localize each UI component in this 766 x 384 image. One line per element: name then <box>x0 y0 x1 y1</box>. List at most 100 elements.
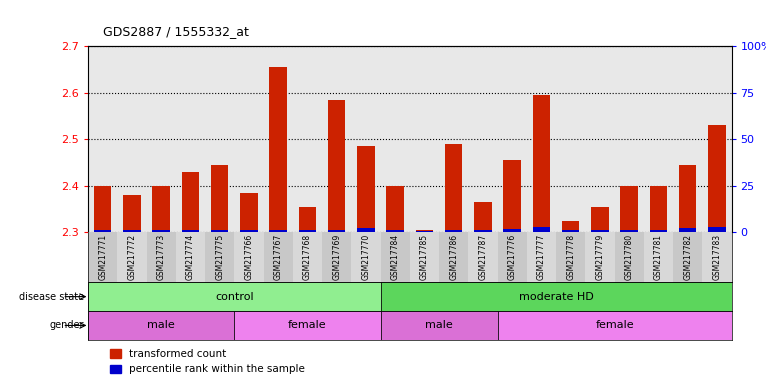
Text: GSM217774: GSM217774 <box>186 234 195 280</box>
Bar <box>381 282 732 311</box>
Bar <box>591 207 609 232</box>
Text: GSM217777: GSM217777 <box>537 234 546 280</box>
Text: GSM217768: GSM217768 <box>303 234 312 280</box>
Text: control: control <box>215 291 254 302</box>
Text: GSM217767: GSM217767 <box>273 234 283 280</box>
Bar <box>556 232 585 282</box>
Bar <box>585 232 614 282</box>
Bar <box>182 230 199 232</box>
Text: GSM217783: GSM217783 <box>712 234 722 280</box>
Bar <box>532 95 550 232</box>
Bar <box>123 230 141 232</box>
Bar <box>679 165 696 232</box>
Text: GSM217769: GSM217769 <box>332 234 341 280</box>
Bar <box>88 311 234 340</box>
Bar <box>270 67 287 232</box>
Bar <box>88 232 117 282</box>
Bar <box>410 232 439 282</box>
Bar <box>503 160 521 232</box>
Bar <box>117 232 146 282</box>
Bar <box>679 228 696 232</box>
Text: GSM217784: GSM217784 <box>391 234 400 280</box>
Bar <box>152 186 170 232</box>
Text: male: male <box>425 320 453 331</box>
Bar <box>498 311 732 340</box>
Bar <box>381 232 410 282</box>
Bar <box>357 228 375 232</box>
Text: female: female <box>288 320 327 331</box>
Bar <box>299 207 316 232</box>
Bar <box>673 232 702 282</box>
Text: GSM217771: GSM217771 <box>98 234 107 280</box>
Bar <box>708 125 725 232</box>
Bar <box>708 227 725 232</box>
Bar <box>123 195 141 232</box>
Bar <box>620 230 638 232</box>
Text: GSM217786: GSM217786 <box>449 234 458 280</box>
Bar <box>352 232 381 282</box>
Bar <box>474 230 492 232</box>
Bar <box>293 232 322 282</box>
Bar <box>650 230 667 232</box>
Bar <box>234 311 381 340</box>
Text: GSM217781: GSM217781 <box>654 234 663 280</box>
Bar <box>620 186 638 232</box>
Text: GSM217787: GSM217787 <box>479 234 487 280</box>
Bar <box>445 230 463 232</box>
Bar <box>386 186 404 232</box>
Bar <box>211 230 228 232</box>
Bar <box>328 230 345 232</box>
Bar <box>270 230 287 232</box>
Bar <box>445 144 463 232</box>
Bar <box>205 232 234 282</box>
Bar <box>299 230 316 232</box>
Text: GSM217778: GSM217778 <box>566 234 575 280</box>
Bar <box>468 232 498 282</box>
Legend: transformed count, percentile rank within the sample: transformed count, percentile rank withi… <box>106 345 309 379</box>
Text: GSM217770: GSM217770 <box>362 234 371 280</box>
Bar <box>532 227 550 232</box>
Bar <box>211 165 228 232</box>
Bar <box>176 232 205 282</box>
Bar <box>152 230 170 232</box>
Text: female: female <box>595 320 633 331</box>
Bar <box>264 232 293 282</box>
Bar <box>94 186 112 232</box>
Bar <box>498 232 527 282</box>
Bar <box>328 99 345 232</box>
Text: GSM217785: GSM217785 <box>420 234 429 280</box>
Bar <box>474 202 492 232</box>
Text: GSM217780: GSM217780 <box>624 234 633 280</box>
Text: gender: gender <box>50 320 84 331</box>
Bar <box>357 146 375 232</box>
Bar <box>241 230 257 232</box>
Bar <box>503 228 521 232</box>
Bar <box>702 232 732 282</box>
Bar <box>562 230 579 232</box>
Text: GSM217782: GSM217782 <box>683 234 692 280</box>
Bar <box>527 232 556 282</box>
Text: GSM217773: GSM217773 <box>157 234 165 280</box>
Bar <box>94 230 112 232</box>
Bar <box>614 232 643 282</box>
Bar <box>146 232 176 282</box>
Bar <box>562 221 579 232</box>
Bar <box>88 282 381 311</box>
Bar <box>322 232 352 282</box>
Text: GSM217772: GSM217772 <box>127 234 136 280</box>
Text: GSM217766: GSM217766 <box>244 234 254 280</box>
Bar <box>416 231 434 232</box>
Bar <box>234 232 264 282</box>
Bar <box>650 186 667 232</box>
Bar <box>182 172 199 232</box>
Bar <box>381 311 498 340</box>
Text: moderate HD: moderate HD <box>519 291 594 302</box>
Bar <box>439 232 468 282</box>
Text: GSM217775: GSM217775 <box>215 234 224 280</box>
Bar <box>241 193 257 232</box>
Bar <box>643 232 673 282</box>
Bar <box>386 230 404 232</box>
Text: GSM217779: GSM217779 <box>595 234 604 280</box>
Bar <box>416 230 434 232</box>
Text: male: male <box>147 320 175 331</box>
